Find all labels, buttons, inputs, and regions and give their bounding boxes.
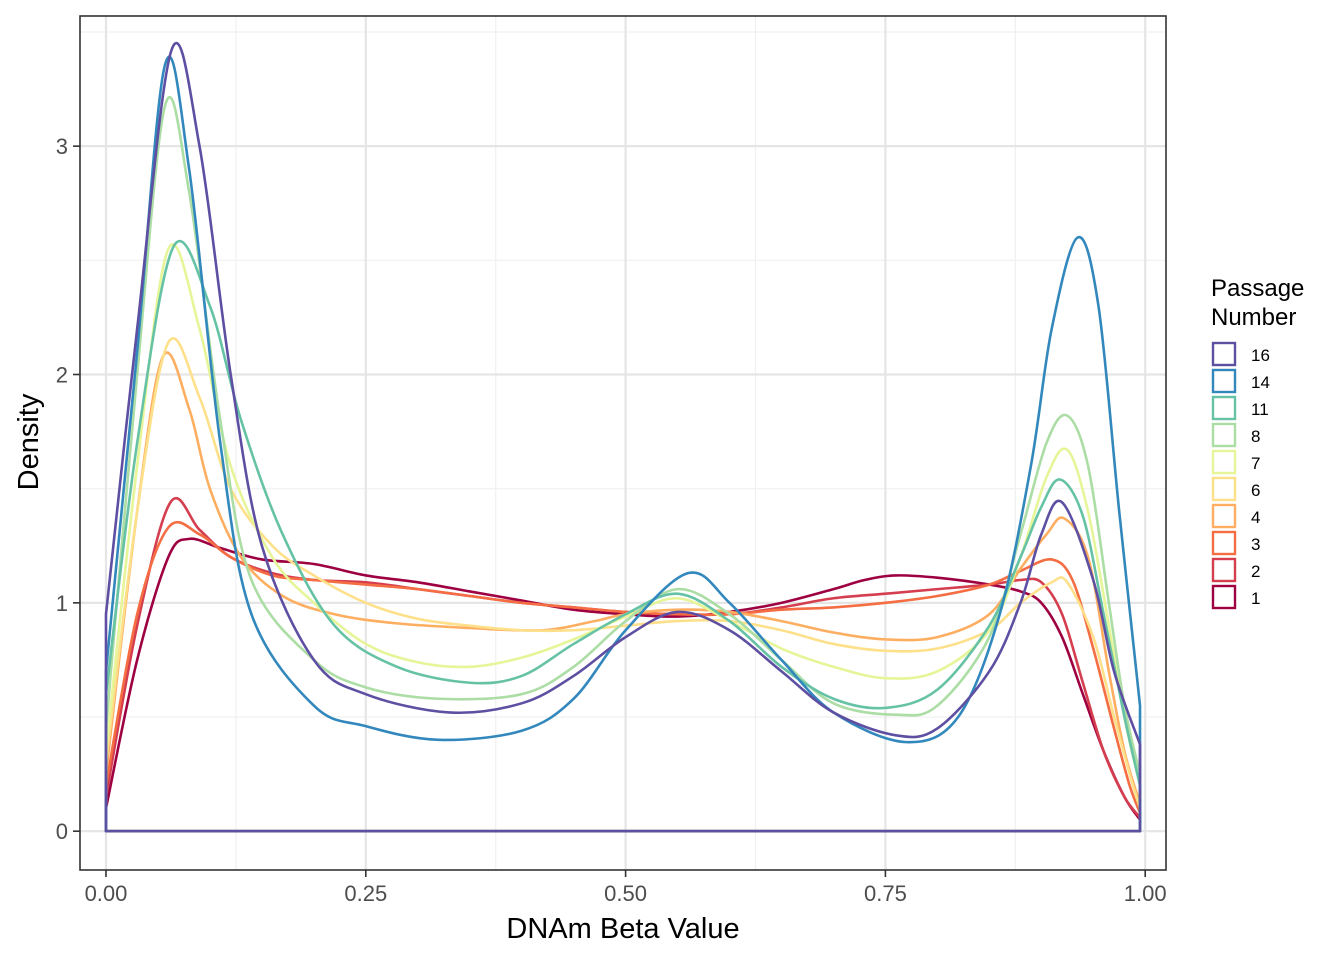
density-line-passage-8 [104, 96, 1142, 833]
x-tick-label: 0.25 [344, 881, 387, 906]
density-line-passage-16 [104, 41, 1142, 833]
legend-key-14 [1211, 368, 1237, 394]
legend-label-1: 1 [1251, 589, 1260, 608]
density-line-passage-11 [104, 239, 1142, 833]
legend-key-8 [1211, 422, 1237, 448]
legend-key-11 [1211, 395, 1237, 421]
legend-key-6 [1211, 476, 1237, 502]
series-lines [104, 41, 1142, 833]
y-axis: 0 1 2 3 [56, 134, 80, 844]
x-axis-title: DNAm Beta Value [506, 913, 739, 945]
legend: Passage Number 16 14 11 8 7 6 4 3 2 1 [1211, 275, 1304, 610]
x-tick-label: 0.75 [864, 881, 907, 906]
legend-title-line-2: Number [1211, 304, 1296, 331]
legend-label-2: 2 [1251, 562, 1260, 581]
y-tick-label: 2 [56, 362, 68, 387]
panel-border [79, 15, 1167, 871]
legend-key-16 [1211, 341, 1237, 367]
x-axis: 0.00 0.25 0.50 0.75 1.00 [85, 870, 1167, 906]
legend-label-3: 3 [1251, 535, 1260, 554]
x-tick-label: 1.00 [1124, 881, 1167, 906]
legend-title-line-1: Passage [1211, 275, 1304, 302]
legend-items: 16 14 11 8 7 6 4 3 2 1 [1211, 341, 1270, 610]
grid-minor [80, 16, 1166, 870]
y-tick-label: 1 [56, 591, 68, 616]
legend-key-3 [1211, 530, 1237, 556]
y-axis-title: Density [13, 393, 45, 490]
legend-key-7 [1211, 449, 1237, 475]
legend-label-7: 7 [1251, 454, 1260, 473]
legend-label-16: 16 [1251, 346, 1270, 365]
legend-label-11: 11 [1251, 400, 1269, 419]
y-tick-label: 0 [56, 819, 68, 844]
density-line-passage-14 [104, 55, 1142, 833]
density-line-passage-6 [104, 337, 1142, 833]
density-line-passage-7 [104, 243, 1142, 833]
legend-label-6: 6 [1251, 481, 1260, 500]
legend-key-2 [1211, 557, 1237, 583]
legend-label-8: 8 [1251, 427, 1260, 446]
x-tick-label: 0.00 [85, 881, 128, 906]
legend-key-1 [1211, 584, 1237, 610]
legend-label-4: 4 [1251, 508, 1260, 527]
legend-label-14: 14 [1251, 373, 1270, 392]
y-tick-label: 3 [56, 134, 68, 159]
legend-key-4 [1211, 503, 1237, 529]
x-tick-label: 0.50 [604, 881, 647, 906]
